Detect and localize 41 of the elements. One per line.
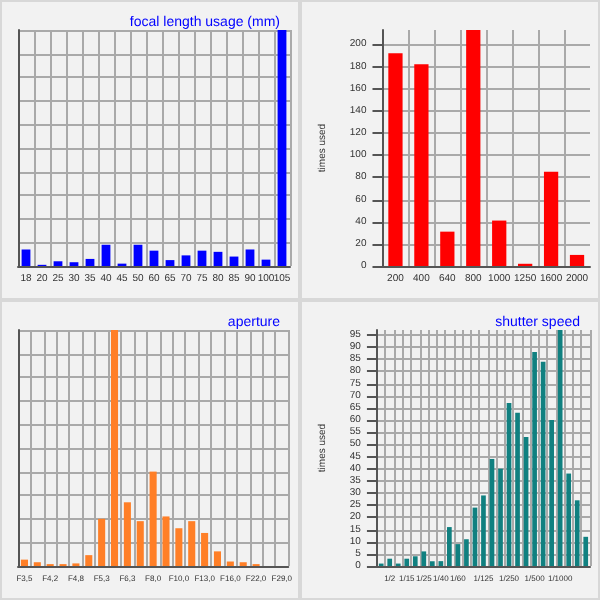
bar bbox=[481, 495, 486, 566]
bar bbox=[440, 231, 455, 266]
bar bbox=[98, 518, 106, 566]
bar bbox=[20, 559, 28, 566]
bar bbox=[532, 351, 537, 566]
bar bbox=[388, 53, 403, 266]
bar bbox=[85, 555, 93, 566]
bar bbox=[181, 255, 191, 266]
bar bbox=[123, 502, 131, 566]
bar bbox=[557, 330, 563, 566]
bar bbox=[162, 516, 170, 566]
bar bbox=[175, 528, 183, 566]
bar bbox=[569, 254, 585, 266]
bar bbox=[149, 471, 157, 566]
bar bbox=[414, 64, 429, 266]
bar bbox=[188, 521, 196, 566]
bar bbox=[412, 556, 418, 566]
bar bbox=[404, 558, 410, 566]
bar bbox=[136, 521, 144, 566]
bar bbox=[213, 251, 223, 266]
bar bbox=[21, 249, 31, 266]
bar bbox=[549, 420, 554, 566]
bar bbox=[133, 244, 143, 266]
bar bbox=[110, 330, 119, 566]
bar bbox=[466, 30, 481, 266]
bar bbox=[165, 260, 175, 266]
bar bbox=[387, 558, 393, 566]
bar bbox=[101, 244, 111, 266]
bar bbox=[421, 551, 427, 566]
bar bbox=[574, 500, 580, 566]
bar bbox=[498, 468, 503, 566]
bar bbox=[515, 412, 520, 566]
bar bbox=[277, 30, 287, 266]
bar bbox=[245, 249, 255, 266]
bar bbox=[464, 539, 469, 566]
bar bbox=[213, 551, 222, 566]
bar bbox=[543, 171, 559, 266]
bar bbox=[447, 527, 452, 566]
bar bbox=[85, 258, 95, 266]
bar bbox=[492, 220, 507, 266]
bar bbox=[201, 532, 209, 566]
